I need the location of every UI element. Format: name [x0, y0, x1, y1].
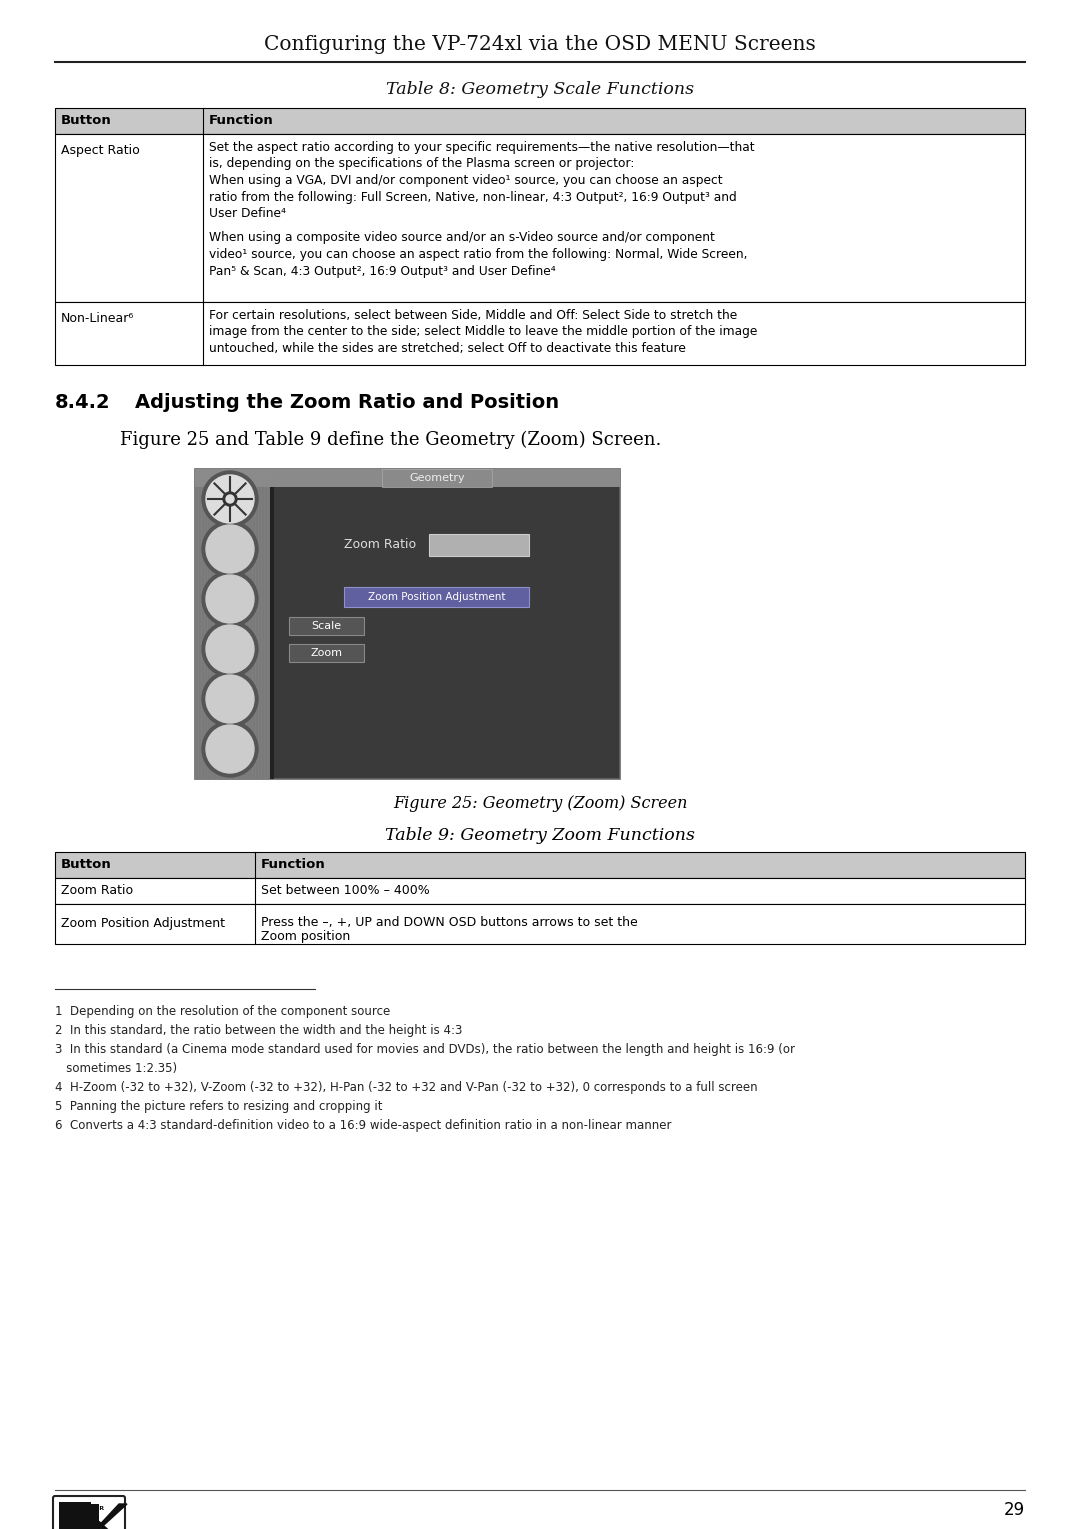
Text: 3  In this standard (a Cinema mode standard used for movies and DVDs), the ratio: 3 In this standard (a Cinema mode standa… [55, 1043, 795, 1057]
Bar [429, 534, 529, 557]
Bar [55, 109, 1025, 135]
Text: Zoom Ratio: Zoom Ratio [345, 538, 416, 550]
Text: 6  Converts a 4:3 standard-definition video to a 16:9 wide-aspect definition rat: 6 Converts a 4:3 standard-definition vid… [55, 1119, 672, 1131]
Text: 29: 29 [1004, 1501, 1025, 1518]
Bar [195, 469, 270, 778]
Bar [59, 1501, 91, 1529]
Text: Table 9: Geometry Zoom Functions: Table 9: Geometry Zoom Functions [386, 827, 694, 844]
Text: When using a VGA, DVI and/or component video¹ source, you can choose an aspect: When using a VGA, DVI and/or component v… [210, 174, 723, 187]
Text: Geometry: Geometry [409, 472, 464, 483]
Bar [289, 618, 364, 635]
Circle shape [206, 625, 254, 673]
Text: ratio from the following: Full Screen, Native, non-linear, 4:3 Output², 16:9 Out: ratio from the following: Full Screen, N… [210, 191, 737, 203]
Text: Zoom Position Adjustment: Zoom Position Adjustment [368, 592, 505, 602]
Text: Figure 25: Geometry (Zoom) Screen: Figure 25: Geometry (Zoom) Screen [393, 795, 687, 812]
Text: video¹ source, you can choose an aspect ratio from the following: Normal, Wide S: video¹ source, you can choose an aspect … [210, 248, 747, 261]
Text: Configuring the VP-724xl via the OSD MENU Screens: Configuring the VP-724xl via the OSD MEN… [265, 35, 815, 55]
Bar [55, 904, 1025, 943]
Text: Non-Linear⁶: Non-Linear⁶ [60, 312, 134, 326]
Text: 8.4.2: 8.4.2 [55, 393, 110, 411]
Text: Set the aspect ratio according to your specific requirements—the native resoluti: Set the aspect ratio according to your s… [210, 141, 755, 154]
Bar [195, 469, 620, 488]
FancyBboxPatch shape [53, 1495, 125, 1529]
Text: KRAMER: KRAMER [73, 1506, 104, 1511]
Text: Set between 100% – 400%: Set between 100% – 400% [261, 884, 430, 898]
Text: Scale: Scale [311, 621, 341, 631]
Circle shape [202, 471, 258, 528]
Bar [195, 469, 620, 778]
Text: Figure 25 and Table 9 define the Geometry (Zoom) Screen.: Figure 25 and Table 9 define the Geometr… [120, 431, 661, 450]
Text: Table 8: Geometry Scale Functions: Table 8: Geometry Scale Functions [386, 81, 694, 98]
Bar [345, 587, 529, 607]
Text: Press the –, +, UP and DOWN OSD buttons arrows to set the: Press the –, +, UP and DOWN OSD buttons … [261, 916, 638, 930]
Text: Zoom Ratio: Zoom Ratio [60, 884, 133, 898]
Bar [270, 469, 274, 778]
Text: Adjusting the Zoom Ratio and Position: Adjusting the Zoom Ratio and Position [135, 393, 559, 411]
Circle shape [206, 725, 254, 774]
Circle shape [202, 521, 258, 576]
Polygon shape [99, 1521, 127, 1529]
Text: Function: Function [210, 115, 273, 127]
Text: Button: Button [60, 858, 111, 872]
Bar [55, 135, 1025, 303]
Text: When using a composite video source and/or an s-Video source and/or component: When using a composite video source and/… [210, 231, 715, 245]
Bar [55, 303, 1025, 365]
Circle shape [202, 621, 258, 677]
Circle shape [202, 570, 258, 627]
Text: is, depending on the specifications of the Plasma screen or projector:: is, depending on the specifications of t… [210, 157, 634, 171]
Text: Zoom Position Adjustment: Zoom Position Adjustment [60, 917, 225, 931]
Text: 5  Panning the picture refers to resizing and cropping it: 5 Panning the picture refers to resizing… [55, 1099, 382, 1113]
Text: Zoom: Zoom [311, 648, 342, 657]
Circle shape [202, 722, 258, 777]
Text: Aspect Ratio: Aspect Ratio [60, 144, 139, 157]
Bar [91, 1505, 99, 1529]
Text: 1  Depending on the resolution of the component source: 1 Depending on the resolution of the com… [55, 1005, 390, 1018]
Text: Function: Function [261, 858, 326, 872]
Text: Zoom position: Zoom position [261, 930, 350, 943]
Bar [289, 644, 364, 662]
Text: Button: Button [60, 115, 111, 127]
Text: image from the center to the side; select Middle to leave the middle portion of : image from the center to the side; selec… [210, 326, 757, 338]
Circle shape [206, 674, 254, 723]
Text: untouched, while the sides are stretched; select Off to deactivate this feature: untouched, while the sides are stretched… [210, 342, 686, 355]
Text: For certain resolutions, select between Side, Middle and Off: Select Side to str: For certain resolutions, select between … [210, 309, 738, 323]
Text: Pan⁵ & Scan, 4:3 Output², 16:9 Output³ and User Define⁴: Pan⁵ & Scan, 4:3 Output², 16:9 Output³ a… [210, 265, 556, 277]
Circle shape [202, 671, 258, 726]
Bar [382, 469, 492, 488]
Circle shape [206, 476, 254, 523]
Circle shape [222, 492, 237, 506]
Text: 4  H-Zoom (-32 to +32), V-Zoom (-32 to +32), H-Pan (-32 to +32 and V-Pan (-32 to: 4 H-Zoom (-32 to +32), V-Zoom (-32 to +3… [55, 1081, 758, 1095]
Circle shape [206, 575, 254, 622]
Text: User Define⁴: User Define⁴ [210, 206, 286, 220]
Circle shape [206, 524, 254, 573]
Bar [55, 852, 1025, 878]
Text: 2  In this standard, the ratio between the width and the height is 4:3: 2 In this standard, the ratio between th… [55, 1024, 462, 1037]
Text: sometimes 1:2.35): sometimes 1:2.35) [55, 1063, 177, 1075]
Polygon shape [99, 1505, 127, 1529]
Bar [55, 878, 1025, 904]
Circle shape [226, 495, 234, 503]
